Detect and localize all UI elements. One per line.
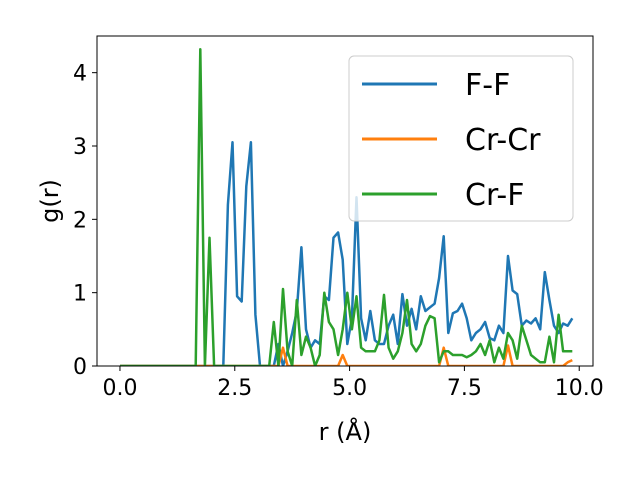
y-tick-label: 3 bbox=[73, 135, 87, 160]
y-tick-label: 4 bbox=[73, 62, 87, 87]
legend-box bbox=[348, 55, 574, 222]
series-line-cr-cr bbox=[120, 344, 573, 366]
x-axis: 0.0 2.5 5.0 7.5 10.0 bbox=[102, 366, 604, 401]
legend-label-cr-cr: Cr-Cr bbox=[465, 123, 541, 158]
x-tick-label: 7.5 bbox=[447, 376, 482, 401]
y-tick-label: 0 bbox=[73, 355, 87, 380]
x-axis-label: r (Å) bbox=[319, 417, 372, 446]
x-tick-label: 2.5 bbox=[217, 376, 252, 401]
y-axis: 0 1 2 3 4 bbox=[73, 62, 97, 380]
y-tick-label: 1 bbox=[73, 282, 87, 307]
y-tick-label: 2 bbox=[73, 208, 87, 233]
legend: F-F Cr-Cr Cr-F bbox=[348, 55, 574, 222]
legend-label-cr-f: Cr-F bbox=[465, 178, 524, 213]
y-axis-label: g(r) bbox=[36, 179, 64, 223]
series-line-cr-f bbox=[120, 47, 573, 366]
x-tick-label: 10.0 bbox=[555, 376, 604, 401]
x-tick-label: 0.0 bbox=[102, 376, 137, 401]
x-tick-label: 5.0 bbox=[332, 376, 367, 401]
series-layer bbox=[120, 47, 574, 366]
plot-frame bbox=[96, 35, 594, 367]
series-line-f-f bbox=[120, 141, 574, 366]
legend-label-f-f: F-F bbox=[465, 68, 510, 103]
